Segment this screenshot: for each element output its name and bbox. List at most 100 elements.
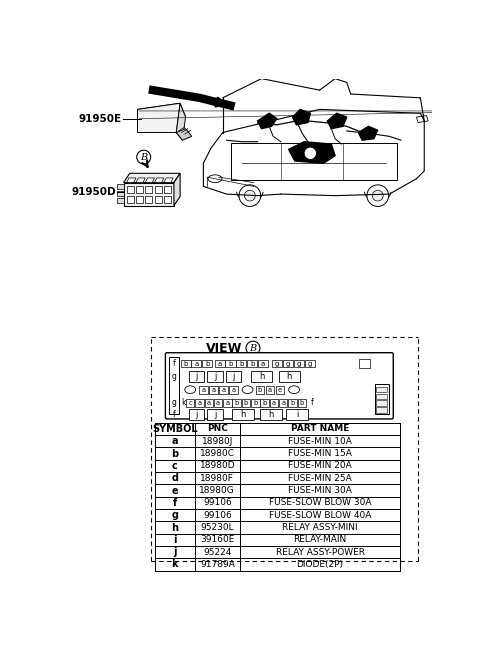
Bar: [375, 384, 389, 415]
Text: a: a: [261, 360, 265, 367]
Bar: [298, 399, 306, 407]
Text: B: B: [250, 344, 256, 352]
Text: a: a: [281, 400, 285, 405]
Polygon shape: [417, 115, 428, 122]
Circle shape: [372, 190, 383, 201]
Bar: [202, 360, 212, 367]
Text: a: a: [207, 400, 211, 405]
Text: f: f: [173, 498, 177, 508]
Bar: [164, 185, 171, 193]
Text: j: j: [173, 547, 177, 557]
Bar: [376, 386, 387, 392]
Bar: [272, 360, 282, 367]
Text: RELAY-MAIN: RELAY-MAIN: [293, 535, 347, 544]
Bar: [117, 191, 124, 196]
Bar: [276, 386, 284, 394]
Polygon shape: [123, 183, 174, 206]
Text: b: b: [205, 360, 209, 367]
Text: FUSE-SLOW BLOW 30A: FUSE-SLOW BLOW 30A: [269, 498, 371, 508]
Text: RELAY ASSY-MINI: RELAY ASSY-MINI: [282, 523, 358, 532]
Text: f: f: [172, 359, 175, 368]
Text: g: g: [286, 360, 290, 367]
Bar: [186, 399, 194, 407]
Circle shape: [367, 185, 389, 206]
Text: i: i: [296, 410, 299, 419]
Bar: [127, 196, 133, 203]
Ellipse shape: [185, 386, 196, 394]
Polygon shape: [258, 113, 277, 128]
Text: a: a: [216, 400, 220, 405]
Bar: [199, 386, 208, 394]
Bar: [236, 360, 246, 367]
Text: j: j: [214, 372, 216, 381]
Text: FUSE-MIN 20A: FUSE-MIN 20A: [288, 461, 352, 470]
Bar: [180, 360, 191, 367]
Text: h: h: [240, 410, 246, 419]
Text: a: a: [217, 360, 222, 367]
Text: DIODE(2P): DIODE(2P): [297, 560, 344, 569]
Circle shape: [304, 147, 316, 159]
Text: 91789A: 91789A: [200, 560, 235, 569]
Text: a: a: [171, 436, 178, 446]
Bar: [286, 409, 308, 420]
Text: g: g: [275, 360, 279, 367]
Bar: [145, 185, 152, 193]
Bar: [258, 360, 268, 367]
Polygon shape: [174, 174, 180, 206]
Circle shape: [239, 185, 261, 206]
Bar: [204, 399, 213, 407]
Text: b: b: [290, 400, 295, 405]
Text: e: e: [171, 485, 178, 496]
Bar: [189, 371, 204, 382]
Text: k: k: [171, 559, 178, 569]
Bar: [251, 399, 260, 407]
Text: FUSE-MIN 30A: FUSE-MIN 30A: [288, 486, 352, 495]
Polygon shape: [137, 103, 180, 132]
Text: g: g: [171, 372, 176, 381]
Bar: [279, 399, 288, 407]
Polygon shape: [136, 178, 145, 183]
Text: b: b: [258, 386, 262, 393]
Polygon shape: [127, 178, 136, 183]
Bar: [223, 399, 232, 407]
Text: b: b: [228, 360, 233, 367]
Polygon shape: [176, 103, 186, 140]
Polygon shape: [327, 113, 347, 128]
Text: c: c: [188, 400, 192, 405]
Text: a: a: [194, 360, 199, 367]
Bar: [155, 196, 162, 203]
Bar: [219, 386, 228, 394]
Text: 91950D: 91950D: [71, 187, 116, 196]
Text: a: a: [268, 386, 272, 393]
Bar: [189, 409, 204, 420]
Bar: [266, 386, 274, 394]
Bar: [164, 196, 171, 203]
Bar: [278, 371, 300, 382]
Bar: [242, 399, 250, 407]
Text: 95230L: 95230L: [201, 523, 234, 532]
Text: h: h: [287, 372, 292, 381]
Text: k: k: [182, 398, 186, 407]
Bar: [215, 360, 225, 367]
Polygon shape: [288, 141, 335, 163]
Text: a: a: [225, 400, 229, 405]
Bar: [283, 360, 293, 367]
Text: 18980G: 18980G: [200, 486, 235, 495]
Text: i: i: [173, 535, 177, 545]
Text: FUSE-SLOW BLOW 40A: FUSE-SLOW BLOW 40A: [269, 511, 371, 519]
Text: e: e: [278, 386, 282, 393]
FancyBboxPatch shape: [166, 353, 393, 419]
Bar: [247, 360, 257, 367]
Bar: [207, 371, 223, 382]
Bar: [117, 184, 124, 189]
Text: b: b: [235, 400, 239, 405]
Bar: [226, 360, 236, 367]
Text: 95224: 95224: [203, 548, 231, 557]
Bar: [294, 360, 304, 367]
Text: a: a: [197, 400, 202, 405]
Bar: [288, 399, 297, 407]
Bar: [155, 185, 162, 193]
Text: c: c: [172, 461, 178, 471]
Circle shape: [246, 341, 260, 355]
Bar: [359, 359, 370, 368]
